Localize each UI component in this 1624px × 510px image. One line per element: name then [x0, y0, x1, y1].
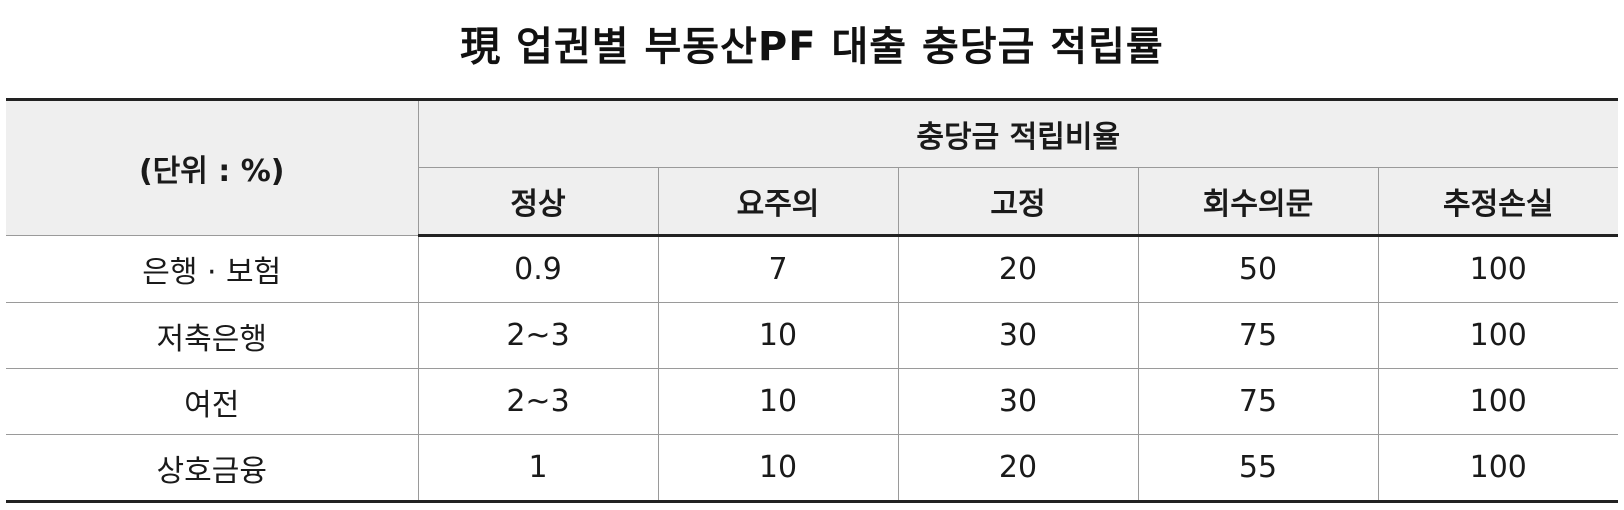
table-cell: 0.9 — [417, 235, 659, 303]
column-header-normal: 정상 — [418, 167, 659, 237]
table-cell: 100 — [1377, 235, 1619, 303]
table-row: 저축은행 2~3 10 30 75 100 — [6, 302, 1619, 369]
table-cell: 1 — [417, 434, 659, 503]
table-cell: 30 — [897, 368, 1139, 435]
header-row-group: (단위 : %) 충당금 적립비율 — [6, 98, 1619, 236]
table-cell: 10 — [657, 302, 899, 369]
column-header-substandard: 고정 — [897, 167, 1139, 237]
column-header-estimated-loss: 추정손실 — [1377, 167, 1619, 237]
table-cell: 7 — [657, 235, 899, 303]
table-cell: 20 — [897, 434, 1139, 503]
page-title: 現 업권별 부동산PF 대출 충당금 적립률 — [460, 24, 1164, 70]
table-cell: 55 — [1137, 434, 1379, 503]
table-cell: 100 — [1377, 434, 1619, 503]
table-cell: 10 — [657, 434, 899, 503]
table-cell: 100 — [1377, 302, 1619, 369]
table-cell: 30 — [897, 302, 1139, 369]
table-cell: 100 — [1377, 368, 1619, 435]
column-header-doubtful: 회수의문 — [1137, 167, 1379, 237]
table-cell: 10 — [657, 368, 899, 435]
row-category: 은행 · 보험 — [6, 235, 419, 303]
unit-label: (단위 : %) — [6, 98, 419, 236]
table-row: 여전 2~3 10 30 75 100 — [6, 368, 1619, 435]
header-row-columns: 정상 요주의 고정 회수의문 추정손실 — [6, 167, 1619, 237]
table-cell: 2~3 — [417, 302, 659, 369]
table-row: 상호금융 1 10 20 55 100 — [6, 434, 1619, 503]
table-cell: 50 — [1137, 235, 1379, 303]
row-category: 여전 — [6, 368, 419, 435]
provision-rate-table: (단위 : %) 충당금 적립비율 정상 요주의 고정 회수의문 추정손실 은행… — [6, 98, 1619, 503]
table-cell: 75 — [1137, 368, 1379, 435]
group-header: 충당금 적립비율 — [417, 98, 1619, 168]
table-cell: 75 — [1137, 302, 1379, 369]
row-category: 상호금융 — [6, 434, 419, 503]
table-row: 은행 · 보험 0.9 7 20 50 100 — [6, 235, 1619, 303]
table-cell: 20 — [897, 235, 1139, 303]
row-category: 저축은행 — [6, 302, 419, 369]
table-cell: 2~3 — [417, 368, 659, 435]
column-header-precautionary: 요주의 — [657, 167, 899, 237]
